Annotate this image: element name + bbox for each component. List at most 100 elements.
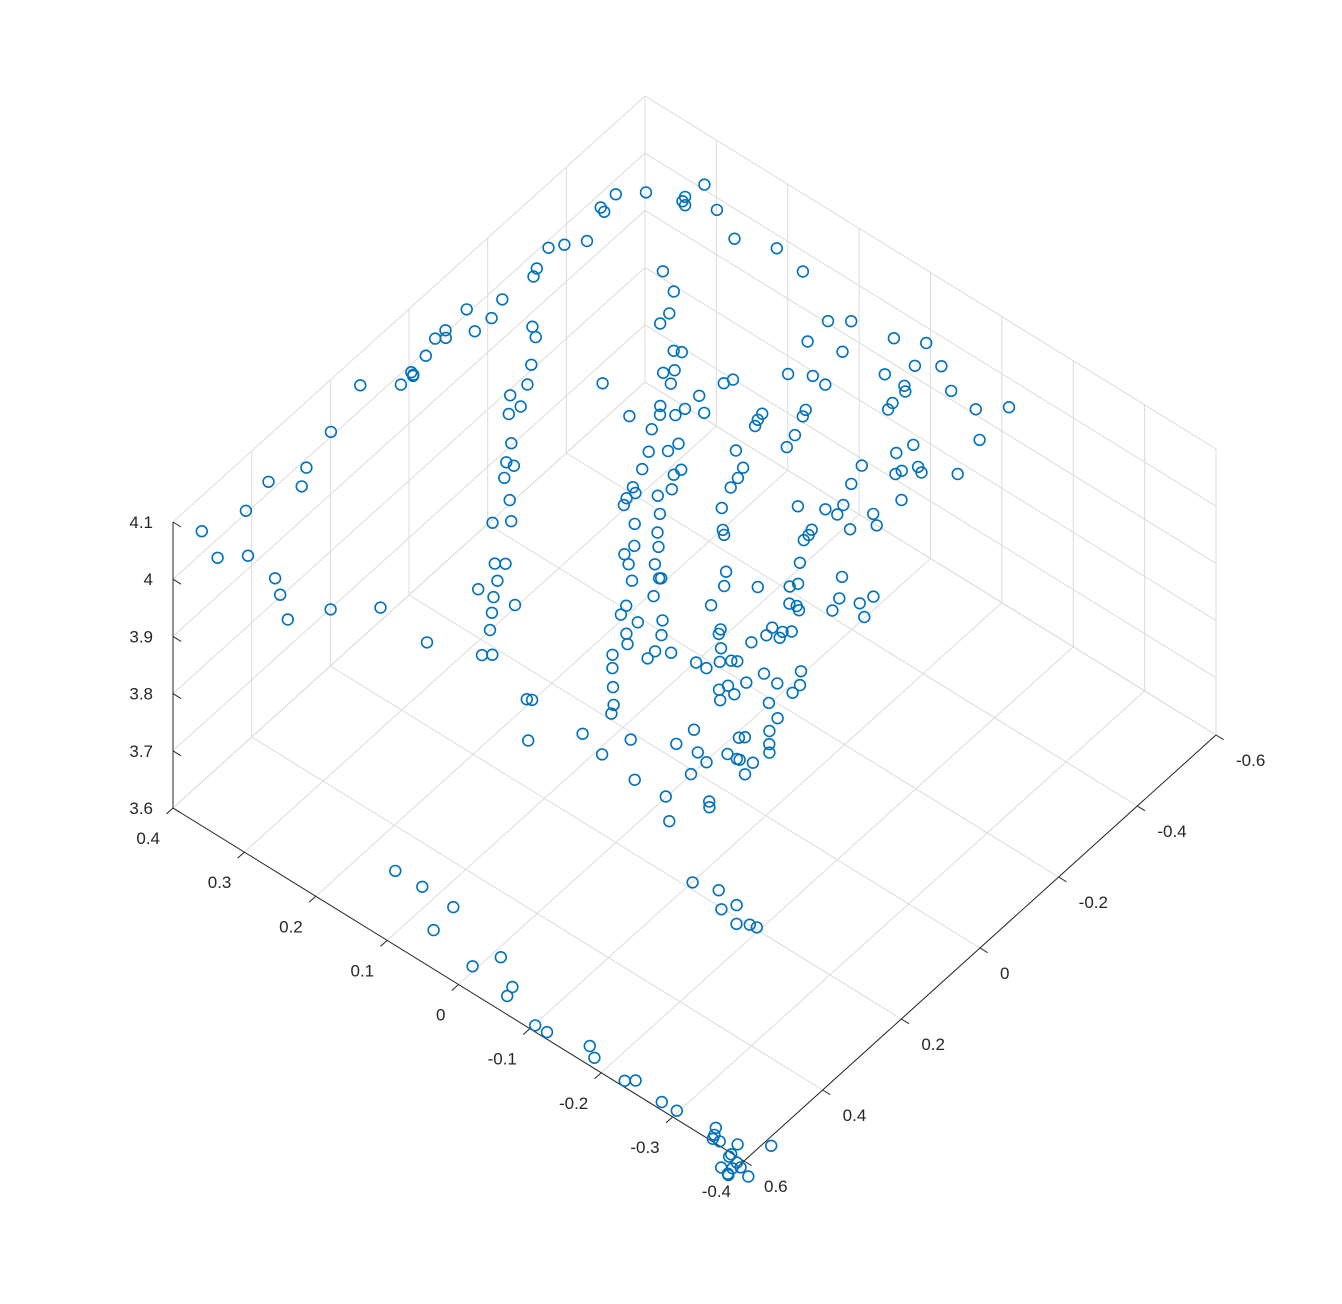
data-point <box>935 360 948 373</box>
y-tick-label: -0.4 <box>702 1182 731 1201</box>
data-point <box>669 408 682 422</box>
data-point <box>730 898 743 912</box>
data-point <box>653 408 667 421</box>
data-point <box>732 731 746 744</box>
data-point <box>609 188 622 201</box>
data-point <box>525 693 539 707</box>
data-point <box>606 680 620 694</box>
data-point <box>692 389 706 402</box>
data-point <box>836 345 849 358</box>
data-point <box>700 755 713 769</box>
data-point <box>664 377 677 390</box>
data-point <box>667 344 680 357</box>
wall-grid-line <box>172 152 646 580</box>
y-tick-label: 0.4 <box>136 829 160 848</box>
data-point <box>709 1121 722 1135</box>
data-point <box>730 752 743 766</box>
data-point <box>485 606 499 619</box>
wall-grid-line <box>644 324 1217 679</box>
data-point <box>374 601 387 614</box>
data-point <box>788 428 802 442</box>
data-point <box>439 331 452 345</box>
y-tick-mark <box>308 895 317 903</box>
data-point <box>651 526 664 539</box>
z-tick-mark <box>172 693 182 700</box>
wall-grid-line <box>172 381 646 809</box>
data-point <box>675 345 688 359</box>
data-point <box>844 315 858 328</box>
data-point <box>794 665 808 678</box>
data-point <box>508 598 522 612</box>
data-point <box>642 445 655 458</box>
data-point <box>780 440 793 454</box>
data-point <box>505 437 518 450</box>
data-point <box>618 547 631 561</box>
data-point <box>770 242 783 255</box>
data-point <box>624 733 637 746</box>
data-point <box>621 637 634 651</box>
data-point <box>262 475 275 488</box>
wall-grid-line <box>644 209 1217 564</box>
data-point <box>783 580 796 593</box>
data-point <box>419 349 432 362</box>
data-point <box>716 523 729 537</box>
x-tick-mark <box>743 1160 752 1167</box>
data-point <box>731 1138 744 1151</box>
data-point <box>715 501 728 515</box>
z-tick-label: 3.8 <box>129 685 153 704</box>
x-tick-mark <box>979 947 988 954</box>
data-point <box>762 696 776 710</box>
data-point <box>890 446 903 460</box>
data-point <box>521 378 534 391</box>
data-point <box>858 610 871 624</box>
data-point <box>684 767 698 781</box>
data-point <box>746 756 760 769</box>
data-point <box>670 737 683 751</box>
data-point <box>710 203 724 217</box>
z-tick-mark <box>172 521 182 528</box>
data-point <box>793 678 807 692</box>
data-point <box>597 205 611 219</box>
data-point <box>595 748 609 761</box>
data-point <box>667 285 680 298</box>
data-point <box>783 597 796 610</box>
data-point <box>606 661 619 675</box>
data-point <box>724 481 737 494</box>
data-point <box>487 590 500 604</box>
data-point <box>583 1039 596 1053</box>
data-point <box>674 463 688 476</box>
data-point <box>195 524 209 538</box>
data-point <box>715 903 728 916</box>
data-point <box>819 378 832 391</box>
data-point <box>486 648 499 661</box>
data-point <box>648 558 662 571</box>
data-point <box>501 989 514 1003</box>
data-point <box>806 369 819 383</box>
data-point <box>686 876 699 889</box>
data-point <box>908 359 922 372</box>
data-point <box>719 565 733 578</box>
data-point <box>717 528 731 542</box>
y-tick-mark <box>451 984 459 991</box>
data-point <box>529 330 542 344</box>
data-point <box>300 461 313 474</box>
data-point <box>645 423 658 436</box>
data-point <box>731 655 744 668</box>
data-point <box>656 265 670 278</box>
data-point <box>628 517 641 531</box>
x-tick-label: -0.2 <box>1079 893 1108 912</box>
data-point <box>526 320 539 333</box>
data-point <box>764 1139 778 1153</box>
data-point <box>899 385 912 398</box>
data-point <box>791 577 805 590</box>
data-point <box>617 498 631 512</box>
data-point <box>796 265 810 278</box>
data-point <box>629 1074 642 1087</box>
z-tick-label: 4 <box>144 570 153 589</box>
data-point <box>558 238 571 251</box>
data-point <box>528 1019 542 1032</box>
data-point <box>713 1135 726 1148</box>
data-point <box>757 667 771 680</box>
data-point <box>514 400 527 413</box>
data-point <box>765 621 779 634</box>
